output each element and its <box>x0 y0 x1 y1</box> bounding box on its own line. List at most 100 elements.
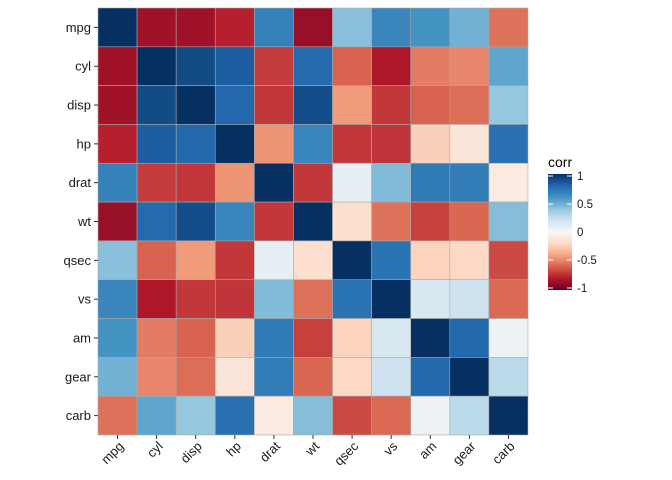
heatmap-cell-cyl-wt <box>293 46 333 86</box>
heatmap-cell-hp-vs <box>371 124 412 164</box>
heatmap-cell-vs-carb <box>488 279 529 319</box>
heatmap-cell-disp-carb <box>488 85 529 125</box>
x-tick-label-vs: vs <box>381 438 401 458</box>
heatmap-cell-qsec-gear <box>449 240 490 281</box>
heatmap-cell-mpg-cyl <box>136 7 177 48</box>
heatmap-cell-vs-drat <box>254 279 294 319</box>
heatmap-cell-mpg-vs <box>371 7 412 48</box>
heatmap-cell-wt-am <box>410 201 451 242</box>
heatmap-cell-gear-disp <box>175 357 216 397</box>
heatmap-cell-hp-drat <box>254 124 294 164</box>
y-tick-label-cyl: cyl <box>75 59 91 74</box>
heatmap-cell-am-hp <box>214 318 255 358</box>
heatmap-cell-vs-disp <box>175 279 216 319</box>
heatmap-cell-gear-hp <box>214 357 255 397</box>
heatmap-cell-qsec-vs <box>371 240 412 281</box>
heatmap-cell-disp-hp <box>214 85 255 125</box>
heatmap-cell-gear-drat <box>254 357 294 397</box>
heatmap-cell-cyl-am <box>410 46 451 86</box>
heatmap-cell-cyl-mpg <box>97 46 138 86</box>
heatmap-cell-mpg-hp <box>214 7 255 48</box>
heatmap-cell-am-vs <box>371 318 412 358</box>
heatmap-cell-disp-gear <box>449 85 490 125</box>
heatmap-cell-vs-am <box>410 279 451 319</box>
heatmap-cell-vs-qsec <box>332 279 372 319</box>
heatmap-cell-carb-disp <box>175 395 216 436</box>
x-tick-label-mpg: mpg <box>98 439 126 467</box>
heatmap-cell-carb-wt <box>293 395 333 436</box>
heatmap-cell-carb-am <box>410 395 451 436</box>
heatmap-cell-cyl-disp <box>175 46 216 86</box>
heatmap-cell-mpg-disp <box>175 7 216 48</box>
heatmap-cell-qsec-qsec <box>332 240 372 281</box>
heatmap-cell-hp-carb <box>488 124 529 164</box>
legend-tick-label: 0.5 <box>577 199 593 211</box>
heatmap-cell-qsec-cyl <box>136 240 177 281</box>
heatmap-cell-am-mpg <box>97 318 138 358</box>
heatmap-cell-mpg-gear <box>449 7 490 48</box>
heatmap-cell-cyl-hp <box>214 46 255 86</box>
heatmap-cell-carb-carb <box>488 395 529 436</box>
heatmap-cell-drat-hp <box>214 162 255 203</box>
heatmap-cell-gear-gear <box>449 357 490 397</box>
heatmap-cell-mpg-carb <box>488 7 529 48</box>
heatmap-cell-disp-am <box>410 85 451 125</box>
heatmap-cell-wt-qsec <box>332 201 372 242</box>
heatmap-cell-mpg-drat <box>254 7 294 48</box>
x-tick-label-carb: carb <box>489 439 517 467</box>
heatmap-cell-gear-cyl <box>136 357 177 397</box>
legend-ticks: 1 0.5 0 -0.5 -1 <box>548 171 597 295</box>
y-tick-label-gear: gear <box>65 369 92 384</box>
heatmap-cell-wt-vs <box>371 201 412 242</box>
heatmap-cell-am-wt <box>293 318 333 358</box>
heatmap-cell-hp-am <box>410 124 451 164</box>
heatmap-cell-wt-gear <box>449 201 490 242</box>
heatmap-cell-cyl-qsec <box>332 46 372 86</box>
heatmap-cell-mpg-mpg <box>97 7 138 48</box>
heatmap-cell-vs-hp <box>214 279 255 319</box>
heatmap-cell-wt-mpg <box>97 201 138 242</box>
x-tick-label-qsec: qsec <box>331 438 361 468</box>
y-tick-label-drat: drat <box>69 175 92 190</box>
heatmap-cell-qsec-mpg <box>97 240 138 281</box>
legend-tick-label: -1 <box>577 283 587 295</box>
legend-tick-label: 1 <box>577 171 583 183</box>
heatmap-cell-carb-drat <box>254 395 294 436</box>
y-tick-label-vs: vs <box>78 292 92 307</box>
heatmap-cell-vs-wt <box>293 279 333 319</box>
x-axis: mpg cyl disp hp drat wt qsec vs am gear carb <box>98 435 518 469</box>
y-tick-label-hp: hp <box>77 136 91 151</box>
y-tick-label-mpg: mpg <box>66 20 91 35</box>
heatmap-cell-gear-qsec <box>332 357 372 397</box>
heatmap-cell-carb-hp <box>214 395 255 436</box>
y-axis: mpg cyl disp hp drat wt qsec vs am gear carb <box>64 20 98 423</box>
heatmap-cell-vs-cyl <box>136 279 177 319</box>
heatmap-cell-disp-qsec <box>332 85 372 125</box>
x-tick-label-disp: disp <box>177 439 204 466</box>
heatmap-cell-disp-drat <box>254 85 294 125</box>
heatmap-cell-vs-gear <box>449 279 490 319</box>
x-tick-label-am: am <box>416 439 439 462</box>
y-tick-label-qsec: qsec <box>64 253 92 268</box>
heatmap-cell-hp-disp <box>175 124 216 164</box>
heatmap-cell-drat-gear <box>449 162 490 203</box>
heatmap-cell-disp-disp <box>175 85 216 125</box>
heatmap-cell-cyl-vs <box>371 46 412 86</box>
heatmap-cell-gear-mpg <box>97 357 138 397</box>
heatmap-cell-gear-wt <box>293 357 333 397</box>
legend-tick-label: -0.5 <box>577 255 597 267</box>
heatmap-cell-drat-vs <box>371 162 412 203</box>
heatmap-cell-hp-cyl <box>136 124 177 164</box>
heatmap-cell-disp-mpg <box>97 85 138 125</box>
heatmap-cell-wt-drat <box>254 201 294 242</box>
heatmap-cell-drat-disp <box>175 162 216 203</box>
heatmap-cell-am-gear <box>449 318 490 358</box>
heatmap-cell-gear-vs <box>371 357 412 397</box>
legend-tick-label: 0 <box>577 227 583 239</box>
heatmap-cell-carb-mpg <box>97 395 138 436</box>
heatmap-cell-drat-mpg <box>97 162 138 203</box>
heatmap-cell-drat-qsec <box>332 162 372 203</box>
heatmap-cell-cyl-carb <box>488 46 529 86</box>
heatmap-cell-wt-disp <box>175 201 216 242</box>
heatmap-cell-am-drat <box>254 318 294 358</box>
